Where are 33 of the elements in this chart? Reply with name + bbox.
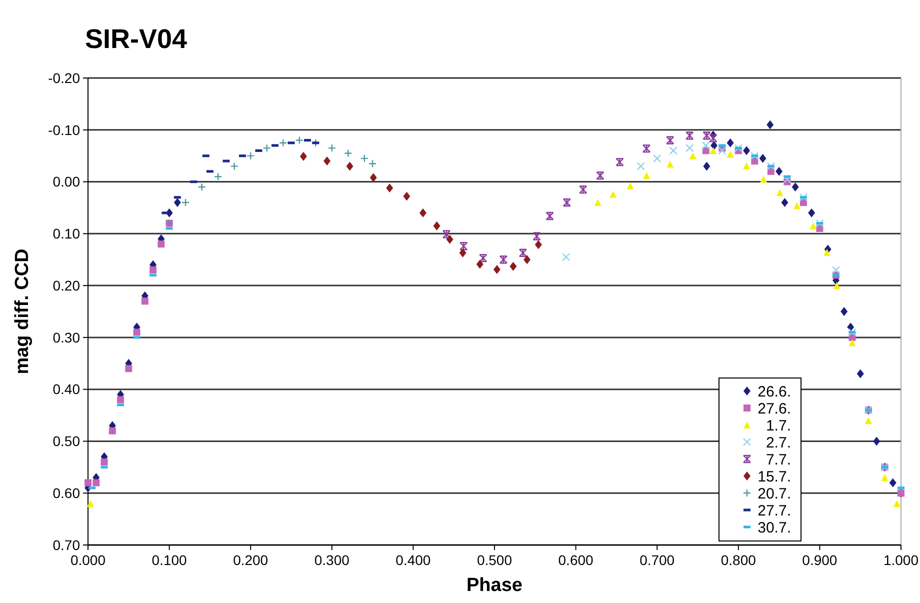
legend-label: 1.7. [766,417,791,434]
x-tick-label: 0.000 [70,552,106,568]
x-tick-label: 0.400 [396,552,431,568]
y-tick-label: -0.10 [48,122,80,138]
legend-label: 20.7. [758,485,791,502]
legend-label: 27.7. [758,502,791,520]
chart-title: SIR-V04 [85,24,188,54]
legend-label: 27.6. [758,400,791,418]
legend-label: 2.7. [766,434,791,452]
y-tick-label: 0.20 [52,277,80,294]
y-tick-label: 0.60 [52,485,80,502]
x-tick-label: 0.800 [720,552,756,568]
y-axis-title: mag diff. CCD [12,248,33,374]
legend-label: 26.6. [758,383,791,400]
x-tick-label: 0.600 [558,552,594,568]
x-tick-label: 0.100 [152,552,188,568]
x-axis-title: Phase [466,575,522,596]
y-tick-label: -0.20 [48,70,80,86]
x-tick-label: 0.500 [476,552,512,568]
y-tick-label: 0.00 [52,174,80,190]
y-tick-label: 0.10 [52,226,80,242]
legend-label: 15.7. [758,468,791,486]
y-tick-label: 0.50 [52,433,80,450]
x-tick-label: 0.700 [640,552,675,568]
x-tick-label: 0.300 [314,552,350,568]
x-tick-label: 1.000 [883,552,919,568]
y-tick-label: 0.70 [52,536,80,553]
x-tick-label: 0.200 [233,552,268,568]
legend-label: 30.7. [758,519,791,536]
legend-label: 7.7. [766,451,791,468]
y-tick-label: 0.40 [52,381,80,398]
x-tick-label: 0.900 [802,552,838,568]
y-tick-label: 0.30 [52,329,80,346]
